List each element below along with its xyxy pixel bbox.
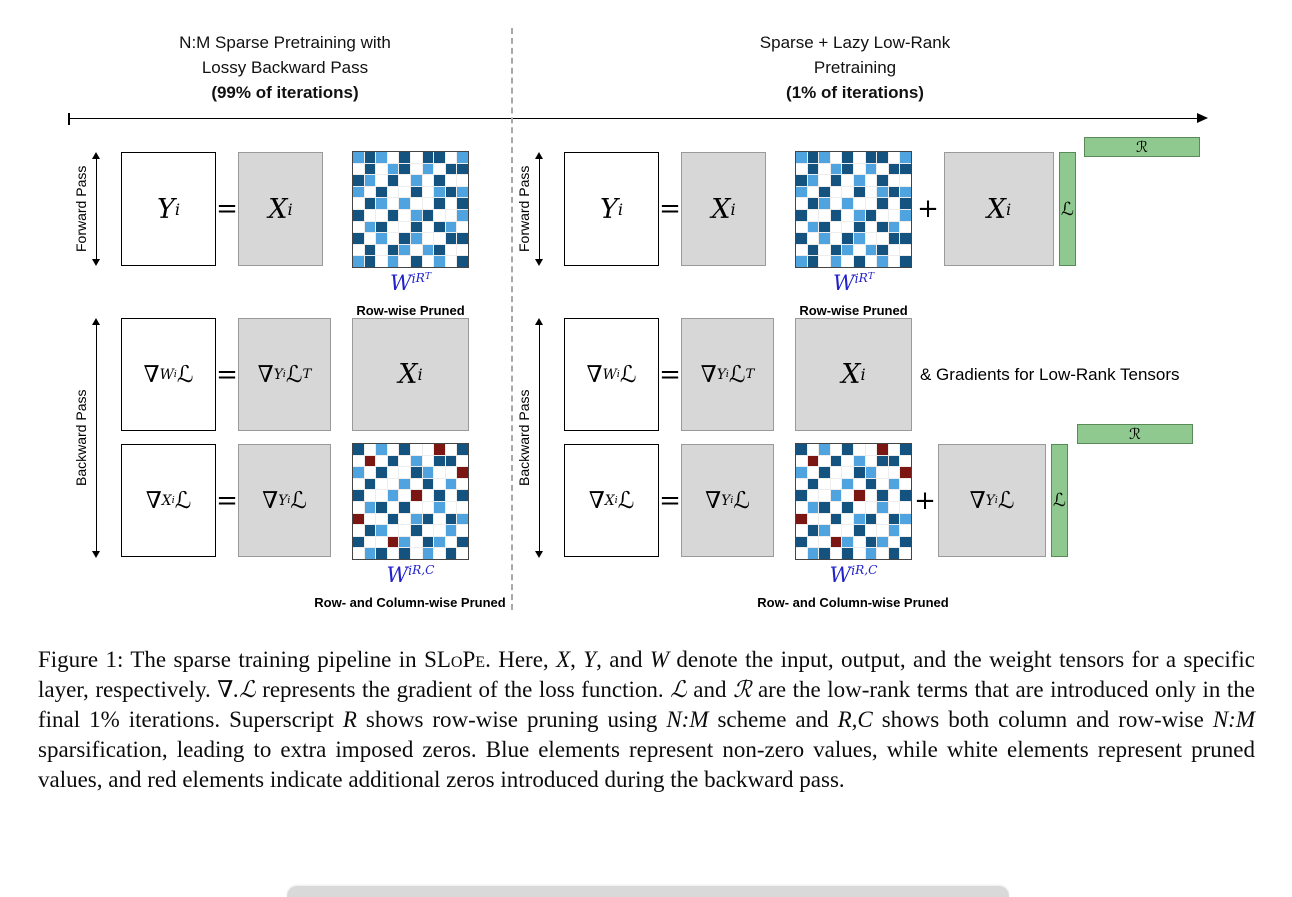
bottom-window-edge bbox=[287, 886, 1009, 897]
rowwise-pruned-caption-left: Row-wise Pruned bbox=[356, 303, 465, 318]
right-panel-title: Sparse + Lazy Low-Rank Pretraining (1% o… bbox=[680, 30, 1030, 105]
rowcol-sparse-matrix-right bbox=[795, 443, 912, 560]
backward-pass-axis-left: Backward Pass bbox=[73, 318, 102, 558]
equals-sign: = bbox=[659, 194, 681, 224]
panel-divider bbox=[511, 28, 513, 610]
rowwise-sparse-matrix-left bbox=[352, 151, 469, 268]
forward-pass-axis-left: Forward Pass bbox=[73, 152, 102, 266]
arrowhead-right-icon bbox=[1197, 113, 1208, 123]
backward-pass-axis-right: Backward Pass bbox=[516, 318, 545, 558]
forward-pass-label: Forward Pass bbox=[516, 165, 532, 253]
rowwise-pruned-caption-right: Row-wise Pruned bbox=[799, 303, 908, 318]
figure-caption: Figure 1: The sparse training pipeline i… bbox=[38, 647, 1256, 792]
rowcol-pruned-caption-right: Row- and Column-wise Pruned bbox=[757, 595, 949, 610]
equals-sign: = bbox=[659, 359, 681, 390]
right-title-line3: (1% of iterations) bbox=[786, 83, 924, 102]
lowrank-R-bar-forward: ℛ bbox=[1084, 137, 1200, 157]
forward-pass-label: Forward Pass bbox=[73, 165, 89, 253]
equals-sign: = bbox=[216, 359, 238, 390]
lowrank-gradients-note: & Gradients for Low-Rank Tensors bbox=[920, 364, 1180, 384]
plus-sign: + bbox=[917, 194, 939, 224]
plus-sign: + bbox=[914, 485, 936, 516]
equals-sign: = bbox=[659, 485, 681, 516]
left-title-line3: (99% of iterations) bbox=[211, 83, 359, 102]
timeline-arrow bbox=[68, 112, 1208, 126]
vertical-double-arrow-icon bbox=[534, 152, 545, 266]
right-title-line2: Pretraining bbox=[813, 58, 897, 77]
lowrank-L-bar-backward: ℒ bbox=[1051, 444, 1068, 557]
left-panel-title: N:M Sparse Pretraining with Lossy Backwa… bbox=[110, 30, 460, 105]
forward-pass-axis-right: Forward Pass bbox=[516, 152, 545, 266]
lowrank-R-bar-backward: ℛ bbox=[1077, 424, 1193, 444]
timeline-line bbox=[68, 118, 1199, 119]
equals-sign: = bbox=[216, 194, 238, 224]
vertical-double-arrow-icon bbox=[91, 318, 102, 558]
right-title-line1: Sparse + Lazy Low-Rank bbox=[759, 33, 951, 52]
left-title-line2: Lossy Backward Pass bbox=[201, 58, 369, 77]
backward-pass-label: Backward Pass bbox=[73, 389, 89, 487]
vertical-double-arrow-icon bbox=[91, 152, 102, 266]
backward-pass-label: Backward Pass bbox=[516, 389, 532, 487]
lowrank-L-bar-forward: ℒ bbox=[1059, 152, 1076, 266]
rowcol-pruned-caption-left: Row- and Column-wise Pruned bbox=[314, 595, 506, 610]
equals-sign: = bbox=[216, 485, 238, 516]
timeline-start-tick bbox=[68, 113, 70, 125]
left-title-line1: N:M Sparse Pretraining with bbox=[179, 33, 391, 52]
rowwise-sparse-matrix-right bbox=[795, 151, 912, 268]
vertical-double-arrow-icon bbox=[534, 318, 545, 558]
rowcol-sparse-matrix-left bbox=[352, 443, 469, 560]
